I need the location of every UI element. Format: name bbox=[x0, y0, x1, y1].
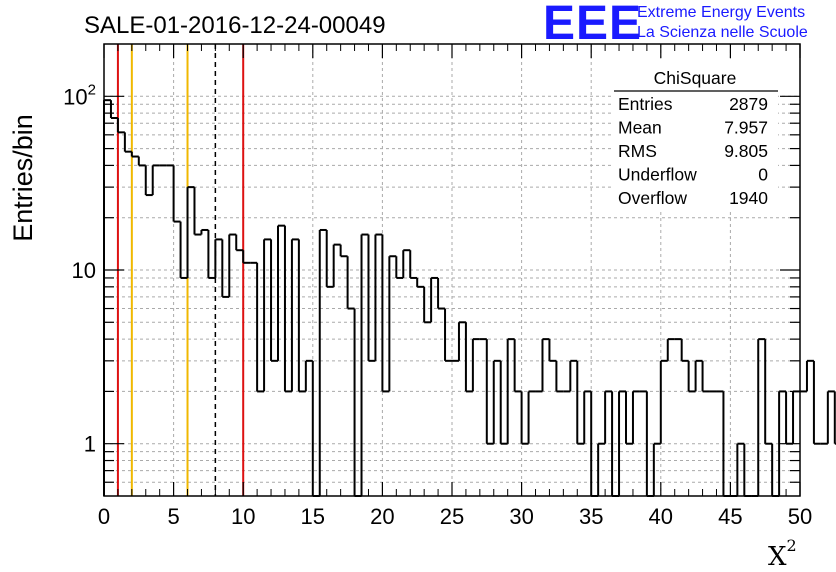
x-tick-label: 25 bbox=[440, 504, 464, 529]
x-axis-label-sup: 2 bbox=[787, 536, 797, 555]
x-tick-label: 15 bbox=[301, 504, 325, 529]
stats-box-title: ChiSquare bbox=[654, 68, 737, 88]
x-tick-label: 30 bbox=[509, 504, 533, 529]
stats-row-value: 0 bbox=[758, 165, 768, 185]
x-axis-label: X2 bbox=[768, 536, 797, 572]
stats-row-label: Entries bbox=[618, 94, 673, 114]
x-tick-label: 5 bbox=[167, 504, 179, 529]
y-tick-label: 10 bbox=[72, 258, 96, 283]
x-tick-label: 40 bbox=[649, 504, 673, 529]
x-tick-label: 50 bbox=[788, 504, 812, 529]
x-tick-label: 0 bbox=[98, 504, 110, 529]
eee-logo-mark: EEE bbox=[543, 0, 643, 50]
stats-row-label: RMS bbox=[618, 141, 657, 161]
stats-row-label: Mean bbox=[618, 118, 662, 138]
stats-row-value: 7.957 bbox=[724, 118, 768, 138]
stats-box: ChiSquare Entries 2879 Mean 7.957 RMS 9.805 Und… bbox=[612, 62, 778, 212]
logo-line-1: Extreme Energy Events bbox=[637, 4, 806, 21]
y-tick-label: 102 bbox=[63, 81, 96, 109]
y-axis-label: Entries/bin bbox=[8, 114, 38, 242]
chart-title: SALE-01-2016-12-24-00049 bbox=[84, 12, 386, 39]
y-tick-label: 1 bbox=[84, 432, 96, 457]
stats-row-label: Underflow bbox=[618, 165, 697, 185]
x-tick-label: 35 bbox=[579, 504, 603, 529]
x-tick-label: 10 bbox=[231, 504, 255, 529]
stats-row-value: 1940 bbox=[729, 188, 768, 208]
x-tick-label: 20 bbox=[370, 504, 394, 529]
stats-box-bg bbox=[612, 62, 778, 212]
stats-row-label: Overflow bbox=[618, 188, 687, 208]
stats-row-value: 9.805 bbox=[724, 141, 768, 161]
x-axis-label-base: X bbox=[768, 542, 787, 572]
histogram-series bbox=[103, 99, 836, 497]
grid bbox=[104, 44, 800, 496]
x-tick-label: 45 bbox=[718, 504, 742, 529]
logo-line-2: La Scienza nelle Scuole bbox=[637, 24, 808, 41]
axis-ticks: 0 5 10 15 20 25 30 35 40 45 50 1 10 102 bbox=[63, 44, 812, 529]
stats-row-value: 2879 bbox=[729, 94, 768, 114]
